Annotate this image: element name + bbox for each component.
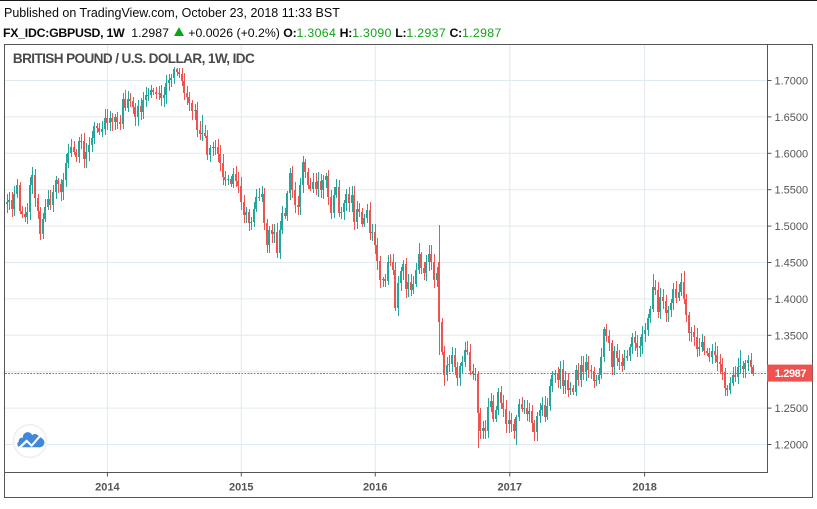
svg-text:2018: 2018	[632, 481, 656, 493]
svg-text:1.6500: 1.6500	[775, 112, 809, 124]
svg-text:1.2500: 1.2500	[775, 403, 809, 415]
svg-text:1.4000: 1.4000	[775, 294, 809, 306]
svg-text:1.5500: 1.5500	[775, 185, 809, 197]
svg-text:1.3500: 1.3500	[775, 330, 809, 342]
svg-text:1.4500: 1.4500	[775, 258, 809, 270]
svg-text:2014: 2014	[95, 481, 120, 493]
svg-text:2016: 2016	[363, 481, 387, 493]
svg-text:2017: 2017	[498, 481, 522, 493]
svg-text:2015: 2015	[229, 481, 253, 493]
svg-text:1.2000: 1.2000	[775, 440, 809, 452]
svg-text:BRITISH POUND / U.S. DOLLAR, 1: BRITISH POUND / U.S. DOLLAR, 1W, IDC	[13, 51, 255, 66]
svg-text:1.6000: 1.6000	[775, 148, 809, 160]
svg-text:1.5000: 1.5000	[775, 221, 809, 233]
svg-text:1.7000: 1.7000	[775, 76, 809, 88]
svg-text:1.2987: 1.2987	[775, 368, 807, 380]
